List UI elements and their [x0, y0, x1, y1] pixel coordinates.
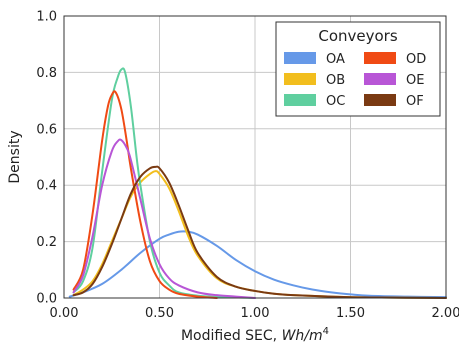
- legend-swatch-of: [364, 94, 396, 106]
- series-line-of: [72, 165, 447, 299]
- legend-title: Conveyors: [318, 27, 397, 45]
- y-tick-label: 1.0: [36, 10, 57, 25]
- legend-swatch-oa: [284, 52, 316, 64]
- y-tick-label: 0.2: [36, 235, 57, 250]
- tick-labels: 0.00 0.50 1.00 1.50 2.00 0.0 0.2 0.4 0.6 0.8 1.0: [36, 10, 459, 322]
- plot-frame: [63, 15, 447, 299]
- legend-items: OA OB OC OD OE OF: [284, 52, 426, 109]
- series-line-oc: [72, 67, 256, 299]
- x-axis-title: Modified SEC, Wh/m4: [181, 326, 329, 344]
- x-axis-title-unit-exponent: 4: [323, 326, 329, 337]
- y-axis-title: Density: [7, 130, 23, 183]
- x-tick-label: 1.50: [336, 306, 365, 321]
- legend-label-of: OF: [406, 94, 424, 109]
- legend-swatch-od: [364, 52, 396, 64]
- series-line-oe: [72, 138, 256, 299]
- legend-swatch-ob: [284, 73, 316, 85]
- y-tick-label: 0.0: [36, 292, 57, 307]
- legend-label-ob: OB: [326, 73, 345, 88]
- y-tick-label: 0.8: [36, 66, 57, 81]
- series-curves: [68, 67, 447, 299]
- y-tick-label: 0.6: [36, 122, 57, 137]
- x-axis-title-main: Modified SEC,: [181, 328, 282, 344]
- x-axis-title-unit: Wh/m: [282, 328, 323, 344]
- legend-swatch-oc: [284, 94, 316, 106]
- legend-label-od: OD: [406, 52, 426, 67]
- legend-label-oc: OC: [326, 94, 345, 109]
- legend-swatch-oe: [364, 73, 396, 85]
- series-line-oa: [68, 230, 447, 299]
- y-tick-label: 0.4: [36, 179, 57, 194]
- x-tick-label: 1.00: [241, 306, 270, 321]
- legend-label-oe: OE: [406, 73, 424, 88]
- x-tick-label: 2.00: [432, 306, 459, 321]
- legend: Conveyors OA OB OC OD OE OF: [275, 21, 441, 117]
- x-tick-label: 0.00: [50, 306, 79, 321]
- legend-label-oa: OA: [326, 52, 345, 67]
- series-line-od: [72, 90, 218, 299]
- x-tick-label: 0.50: [145, 306, 174, 321]
